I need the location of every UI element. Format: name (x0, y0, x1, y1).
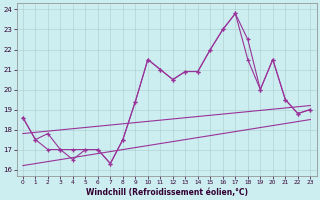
X-axis label: Windchill (Refroidissement éolien,°C): Windchill (Refroidissement éolien,°C) (85, 188, 248, 197)
